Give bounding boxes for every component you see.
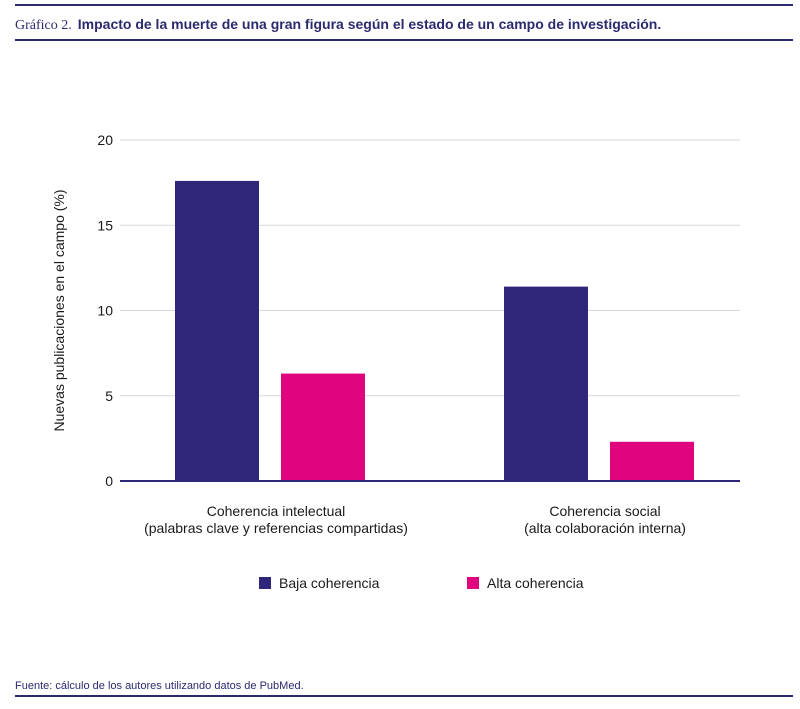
x-category-label: Coherencia social [549, 503, 660, 519]
chart-heading: Gráfico 2. Impacto de la muerte de una gr… [15, 16, 795, 34]
bar-alta-0 [281, 373, 365, 481]
y-tick-label: 5 [105, 388, 113, 404]
bar-alta-1 [610, 441, 694, 481]
y-tick-label: 10 [97, 303, 113, 319]
x-category-label: (palabras clave y referencias compartida… [144, 520, 408, 536]
figure-label: Gráfico 2. [15, 18, 72, 33]
figure-title: Impacto de la muerte de una gran figura … [77, 16, 662, 32]
legend-swatch-baja [259, 577, 271, 589]
y-tick-label: 15 [97, 217, 113, 233]
bar-baja-0 [175, 180, 259, 482]
legend-label-baja: Baja coherencia [279, 575, 380, 591]
legend-label-alta: Alta coherencia [487, 575, 584, 591]
x-category-label: Coherencia intelectual [207, 503, 346, 519]
x-category-label: (alta colaboración interna) [524, 520, 686, 536]
source-note: Fuente: cálculo de los autores utilizand… [15, 680, 304, 692]
y-tick-label: 0 [105, 473, 113, 489]
bottom-rule [15, 695, 793, 697]
bar-baja-1 [504, 286, 588, 481]
y-axis-title: Nuevas publicaciones en el campo (%) [51, 189, 67, 431]
title-rule [15, 39, 793, 41]
top-rule [15, 4, 793, 6]
y-tick-label: 20 [97, 132, 113, 148]
legend-swatch-alta [467, 577, 479, 589]
